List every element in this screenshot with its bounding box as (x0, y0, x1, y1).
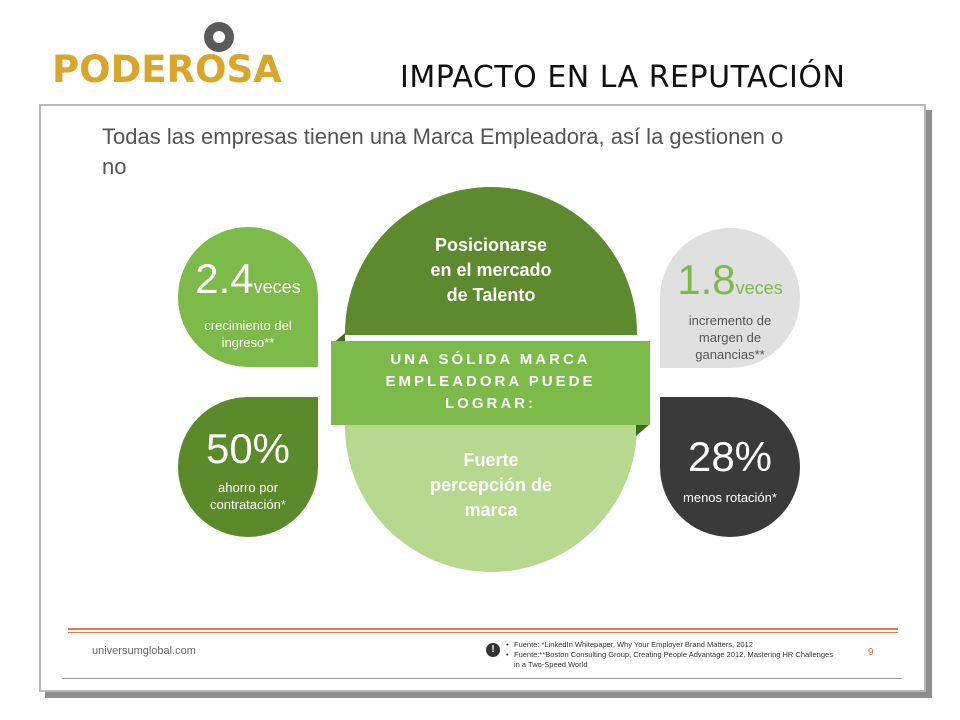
info-icon: ! (486, 643, 500, 657)
page-number: 9 (868, 647, 874, 658)
logo-text: PODEROSA (52, 48, 282, 91)
stat-desc: crecimiento del ingreso** (204, 318, 292, 350)
stat-margin-increase: 1.8veces incremento de margen de ganancias… (660, 228, 800, 368)
stat-turnover: 28% menos rotación* (660, 397, 800, 537)
stat-value: 28% (687, 433, 773, 480)
center-banner: UNA SÓLIDA MARCA EMPLEADORA PUEDE LOGRAR: (331, 341, 650, 425)
stat-revenue-growth: 2.4veces crecimiento del ingreso** (178, 227, 318, 367)
stat-hiring-savings: 50% ahorro por contratación* (178, 397, 318, 537)
stat-value: 2.4veces (195, 255, 301, 302)
banner-fold-right (636, 424, 650, 436)
footer-divider (68, 632, 898, 633)
footer-divider (68, 628, 898, 630)
stat-desc: menos rotación* (683, 490, 777, 505)
stat-desc: incremento de margen de ganancias** (688, 313, 772, 362)
stat-value: 50% (205, 425, 291, 472)
footer-site: universumglobal.com (92, 645, 196, 657)
poderosa-logo: PODEROSA (52, 20, 302, 92)
bottom-rule (62, 678, 902, 679)
semicircle-text: Posicionarse en el mercado de Talento (430, 235, 552, 305)
slide-heading: Todas las empresas tienen una Marca Empl… (102, 124, 784, 179)
stat-value: 1.8veces (677, 256, 783, 303)
footer-sources: Fuente: *LinkedIn Whitepaper, Why Your E… (506, 640, 836, 670)
stat-desc: ahorro por contratación* (210, 480, 286, 512)
slide-title: IMPACTO EN LA REPUTACIÓN (400, 60, 846, 95)
semicircle-text: Fuerte percepción de marca (429, 450, 553, 520)
logo-circle-icon (204, 22, 234, 52)
